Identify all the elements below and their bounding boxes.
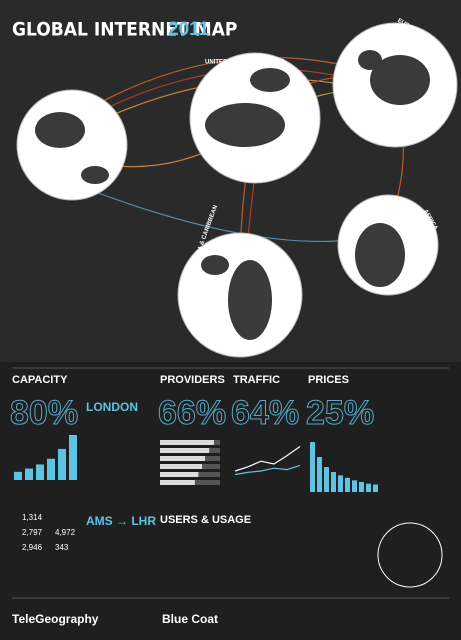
- bar: [160, 440, 214, 445]
- bar: [58, 448, 66, 480]
- figure: 1,314: [22, 513, 43, 522]
- bar: [373, 484, 378, 492]
- bar: [352, 480, 357, 492]
- brand: Blue Coat: [162, 612, 218, 626]
- section-title: PRICES: [308, 374, 349, 386]
- title: GLOBAL INTERNET MAP: [12, 19, 237, 41]
- stat: 66%: [158, 394, 226, 432]
- bar: [160, 456, 205, 461]
- bar: [331, 472, 336, 492]
- bar: [69, 435, 77, 480]
- section-title: PROVIDERS: [160, 374, 225, 386]
- bar: [338, 475, 343, 492]
- traffic-line: [234, 464, 301, 476]
- section-title: CAPACITY: [12, 374, 68, 386]
- brand: TeleGeography: [12, 612, 99, 626]
- lower-panel: [0, 362, 461, 640]
- figure: 4,972: [55, 528, 76, 537]
- usage-pie: [377, 522, 443, 588]
- bar: [160, 472, 199, 477]
- bar: [359, 482, 364, 492]
- bar: [310, 442, 315, 492]
- bar: [14, 471, 22, 480]
- stat: 80%: [10, 394, 78, 432]
- figure: 343: [55, 543, 69, 552]
- globes: [16, 22, 458, 358]
- stat: 64%: [231, 394, 299, 432]
- bar: [345, 477, 350, 492]
- figure: 2,797: [22, 528, 43, 537]
- section-title: USERS & USAGE: [160, 514, 251, 526]
- region-label: UNITED STATES & CANADA: [205, 60, 286, 66]
- route: AMS → LHR: [86, 514, 156, 528]
- city: LONDON: [86, 400, 138, 414]
- bar: [160, 448, 210, 453]
- bar: [324, 467, 329, 492]
- bar: [160, 464, 202, 469]
- section-title: TRAFFIC: [233, 374, 280, 386]
- bar: [317, 457, 322, 492]
- figure: 2,946: [22, 543, 43, 552]
- bar: [366, 483, 371, 492]
- bar: [36, 464, 44, 480]
- traffic-line: [234, 446, 301, 472]
- stat: 25%: [306, 394, 374, 432]
- title-year: 2011: [168, 19, 210, 40]
- bar: [160, 480, 195, 485]
- bar: [25, 468, 33, 480]
- bar: [47, 458, 55, 480]
